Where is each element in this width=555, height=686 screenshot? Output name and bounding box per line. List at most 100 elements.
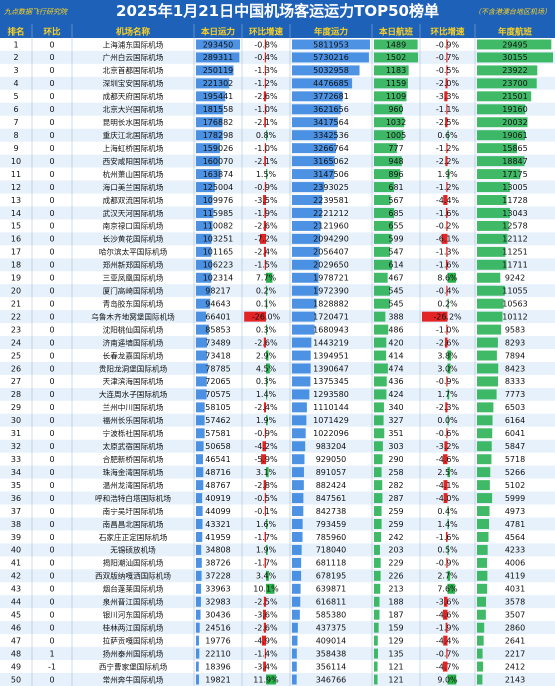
annual-seats-value: 891057 [316, 468, 347, 477]
flight-growth-value: -6.1% [436, 235, 460, 244]
seats-value: 40919 [205, 494, 230, 503]
flight-growth-value: 1.7% [437, 390, 458, 399]
annual-flights-bar [477, 609, 486, 620]
annual-flights-value: 4973 [505, 507, 525, 516]
annual-flights-value: 20032 [502, 118, 527, 127]
flights-value: 1489 [386, 40, 406, 49]
seat-growth-bar [264, 156, 266, 167]
seats-bar [196, 52, 240, 63]
seat-growth-value: 7.7% [256, 274, 277, 283]
annual-flights-bar [477, 389, 497, 400]
annual-seats-value: 1375345 [313, 377, 349, 386]
annual-seats-value: 882424 [316, 481, 347, 490]
seat-growth-value: -2.1% [254, 157, 278, 166]
flight-growth-value: -4.0% [436, 494, 460, 503]
seat-growth-value: 1.9% [256, 416, 277, 425]
flight-growth-bar [447, 674, 457, 685]
airport-name-cell: 福州长乐国际机场 [103, 415, 164, 425]
annual-flights-value: 9583 [505, 325, 525, 334]
flight-growth-bar [447, 130, 449, 141]
seat-growth-value: 0.2% [256, 287, 277, 296]
flight-growth-bar [443, 454, 448, 465]
rank-change-cell: 0 [49, 53, 54, 62]
flights-value: 1502 [386, 53, 406, 62]
seats-value: 46541 [205, 455, 230, 464]
seat-growth-bar [244, 311, 266, 322]
flights-value: 948 [388, 157, 403, 166]
flights-value: 1159 [386, 79, 406, 88]
rank-cell: 6 [13, 105, 18, 114]
annual-flights-bar [477, 220, 509, 231]
annual-seats-bar [292, 428, 306, 439]
flights-bar [374, 674, 378, 685]
annual-seats-bar [292, 337, 312, 348]
flights-bar [374, 402, 384, 413]
flight-growth-value: -2.0% [436, 79, 460, 88]
annual-flights-bar [477, 298, 504, 309]
flight-growth-bar [422, 311, 448, 322]
table-row [0, 297, 555, 311]
flight-growth-bar [446, 182, 448, 193]
seats-value: 221302 [203, 79, 234, 88]
seat-growth-value: -0.9% [254, 429, 278, 438]
rank-change-cell: 0 [49, 92, 54, 101]
rank-change-cell: 0 [49, 312, 54, 321]
flight-growth-bar [445, 117, 448, 128]
annual-flights-value: 2143 [505, 675, 525, 684]
flights-bar [374, 233, 392, 244]
flights-bar [374, 117, 405, 128]
flights-bar [374, 39, 418, 50]
annual-flights-bar [477, 272, 501, 283]
seat-growth-value: 3.1% [256, 468, 277, 477]
airport-name-cell: 北京首都国际机场 [103, 65, 164, 75]
annual-flights-value: 4781 [505, 520, 525, 529]
flight-growth-value: -2.6% [436, 338, 460, 347]
flights-value: 259 [388, 507, 403, 516]
seat-growth-value: -5.9% [254, 455, 278, 464]
annual-seats-value: 3772681 [313, 92, 349, 101]
table-row [0, 193, 555, 207]
seat-growth-bar [264, 428, 266, 439]
flights-bar [374, 635, 378, 646]
flights-value: 121 [388, 662, 403, 671]
annual-seats-bar [292, 596, 301, 607]
annual-seats-value: 2221212 [313, 209, 349, 218]
annual-flights-value: 17175 [502, 170, 527, 179]
seat-growth-value: -2.6% [254, 92, 278, 101]
rank-change-cell: 0 [49, 235, 54, 244]
rank-cell: 43 [11, 585, 21, 594]
annual-flights-value: 11728 [502, 196, 527, 205]
flight-growth-value: -0.2% [436, 222, 460, 231]
seat-growth-value: -1.3% [254, 66, 278, 75]
seats-value: 32983 [205, 598, 230, 607]
seat-growth-bar [263, 220, 266, 231]
rank-change-cell: 0 [49, 196, 54, 205]
annual-seats-value: 2056407 [313, 248, 349, 257]
table-row [0, 167, 555, 181]
flight-growth-value: 2.5% [437, 468, 458, 477]
airport-name-cell: 太原武宿国际机场 [103, 441, 164, 451]
airport-name-cell: 呼和浩特白塔国际机场 [95, 493, 171, 503]
rank-change-cell: 0 [49, 442, 54, 451]
seat-growth-value: -2.6% [254, 222, 278, 231]
flights-bar [374, 285, 390, 296]
annual-seats-value: 1828882 [313, 299, 349, 308]
seat-growth-value: -3.6% [254, 611, 278, 620]
flights-value: 414 [388, 351, 403, 360]
annual-seats-value: 785960 [316, 533, 347, 542]
rank-change-cell: 0 [49, 144, 54, 153]
seat-growth-bar [263, 246, 266, 257]
seat-growth-bar [263, 337, 266, 348]
flight-growth-value: 2.7% [437, 572, 458, 581]
flight-growth-bar [444, 337, 448, 348]
seat-growth-value: -2.8% [254, 481, 278, 490]
seat-growth-bar [263, 596, 266, 607]
seats-value: 195441 [203, 92, 234, 101]
flight-growth-bar [443, 596, 448, 607]
seat-growth-value: -0.1% [254, 507, 278, 516]
rank-cell: 34 [11, 468, 21, 477]
rank-cell: 17 [11, 248, 21, 257]
annual-flights-value: 30155 [502, 53, 527, 62]
flight-growth-value: -2.5% [436, 118, 460, 127]
rank-change-cell: 0 [49, 611, 54, 620]
